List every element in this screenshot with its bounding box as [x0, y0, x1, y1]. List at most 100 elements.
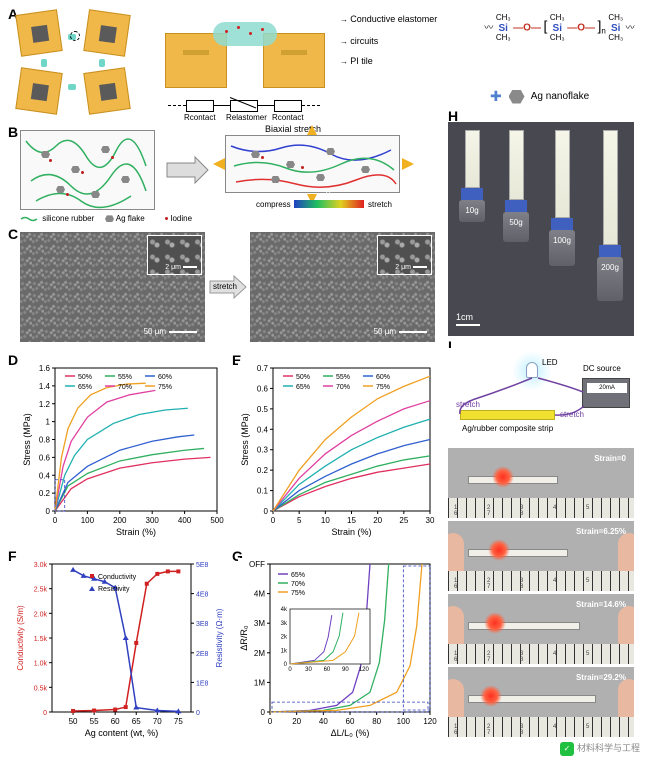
chart-e: 05101520253000.10.20.30.40.50.60.7Strain…: [238, 362, 438, 537]
legend-iodine: Iodine: [165, 214, 192, 223]
svg-text:65%: 65%: [291, 572, 305, 579]
svg-text:2E8: 2E8: [196, 651, 209, 658]
photo-strain-3: Strain=29.2% 1 2 3 4 5 6 7 8: [448, 667, 634, 737]
svg-text:ΔR/R₀: ΔR/R₀: [239, 625, 249, 651]
label-b: B: [8, 124, 18, 140]
svg-text:3E8: 3E8: [196, 621, 209, 628]
svg-text:30: 30: [426, 516, 435, 525]
svg-text:0: 0: [261, 708, 266, 717]
panel-b-box-left: [20, 130, 155, 210]
svg-text:100: 100: [397, 717, 411, 726]
svg-text:1: 1: [46, 418, 51, 427]
hex-icon: [509, 90, 525, 104]
arrow-left-icon: [213, 158, 225, 170]
colorbar-right: stretch: [368, 200, 392, 209]
svg-text:0: 0: [43, 710, 47, 717]
svg-text:90: 90: [342, 667, 349, 673]
svg-text:40: 40: [319, 717, 328, 726]
svg-text:1.4: 1.4: [39, 382, 51, 391]
svg-text:Ag content (wt, %): Ag content (wt, %): [85, 728, 159, 738]
zoom-label-1: → Conductive elastomer: [340, 14, 437, 24]
svg-text:75%: 75%: [291, 590, 305, 597]
svg-text:70%: 70%: [291, 581, 305, 588]
svg-text:50%: 50%: [78, 374, 92, 381]
svg-text:0.8: 0.8: [39, 436, 51, 445]
svg-text:1E8: 1E8: [196, 680, 209, 687]
svg-text:0: 0: [268, 717, 273, 726]
svg-text:30: 30: [305, 667, 312, 673]
svg-text:Stress (MPa): Stress (MPa): [240, 413, 250, 466]
svg-text:75%: 75%: [376, 384, 390, 391]
label-c: C: [8, 226, 18, 242]
svg-text:300: 300: [146, 516, 160, 525]
svg-text:Strain (%): Strain (%): [331, 527, 371, 537]
panel-b-box-right: [225, 135, 400, 193]
svg-text:0: 0: [271, 516, 276, 525]
stretch-arrow-icon: stretch: [208, 275, 248, 299]
svg-text:0: 0: [288, 667, 292, 673]
svg-text:2.5k: 2.5k: [34, 587, 48, 594]
svg-text:OFF: OFF: [249, 560, 265, 569]
sample-10g: 10g: [456, 130, 488, 222]
svg-text:4k: 4k: [281, 607, 288, 613]
svg-text:0: 0: [46, 507, 51, 516]
svg-text:70%: 70%: [118, 384, 132, 391]
svg-text:0: 0: [264, 507, 269, 516]
svg-text:80: 80: [372, 717, 381, 726]
svg-text:0: 0: [53, 516, 58, 525]
svg-text:2M: 2M: [254, 649, 265, 658]
svg-text:0.6: 0.6: [39, 453, 51, 462]
svg-text:20: 20: [292, 717, 301, 726]
svg-text:60: 60: [324, 667, 331, 673]
svg-text:2.0k: 2.0k: [34, 611, 48, 618]
arrow-right-icon: [402, 158, 414, 170]
svg-text:5: 5: [297, 516, 302, 525]
biaxial-arrow-icon: [165, 155, 210, 185]
svg-text:0: 0: [196, 710, 200, 717]
svg-text:0.5: 0.5: [257, 405, 269, 414]
panel-i-circuit: LED DC source 20mA stretch stretch Ag/ru…: [448, 348, 634, 440]
zoom-label-2: → circuits: [340, 36, 378, 46]
svg-text:3.0k: 3.0k: [34, 562, 48, 569]
photo-strain-0: Strain=0 1 2 3 4 5 6 7 8: [448, 448, 634, 518]
svg-text:10: 10: [321, 516, 330, 525]
svg-text:1.0k: 1.0k: [34, 661, 48, 668]
svg-text:60: 60: [111, 717, 120, 726]
svg-text:0.4: 0.4: [39, 471, 51, 480]
svg-text:55: 55: [90, 717, 99, 726]
sample-200g: 200g: [594, 130, 626, 301]
svg-text:Resistivity (Ω·m): Resistivity (Ω·m): [215, 608, 224, 667]
svg-text:65%: 65%: [296, 384, 310, 391]
svg-text:1k: 1k: [281, 648, 288, 654]
svg-text:400: 400: [178, 516, 192, 525]
svg-text:120: 120: [359, 667, 370, 673]
svg-text:1M: 1M: [254, 678, 265, 687]
svg-text:65%: 65%: [78, 384, 92, 391]
watermark: ✓材料科学与工程: [560, 741, 640, 756]
photo-strain-1: Strain=6.25% 1 2 3 4 5 6 7 8: [448, 521, 634, 591]
legend-rubber: silicone rubber: [20, 214, 94, 223]
colorbar-left: compress: [256, 200, 291, 209]
svg-text:1.6: 1.6: [39, 364, 51, 373]
svg-text:3M: 3M: [254, 619, 265, 628]
svg-text:Strain (%): Strain (%): [116, 527, 156, 537]
svg-text:2k: 2k: [281, 635, 288, 641]
svg-text:100: 100: [81, 516, 95, 525]
colorbar: [294, 200, 364, 208]
figure: A B C D E F G H I → Conductive elastomer…: [0, 0, 646, 762]
svg-text:50: 50: [69, 717, 78, 726]
svg-text:0.4: 0.4: [257, 425, 269, 434]
sem-left: 2 μm 50 μm: [20, 232, 205, 342]
svg-text:5E8: 5E8: [196, 562, 209, 569]
svg-text:0.7: 0.7: [257, 364, 269, 373]
svg-text:0.2: 0.2: [257, 466, 269, 475]
svg-text:1.2: 1.2: [39, 400, 51, 409]
label-d: D: [8, 352, 18, 368]
panel-a-zoom: [165, 8, 325, 88]
svg-text:60%: 60%: [376, 374, 390, 381]
svg-text:70%: 70%: [336, 384, 350, 391]
svg-text:0: 0: [284, 662, 288, 668]
panel-i-photos: Strain=0 1 2 3 4 5 6 7 8 Strain=6.25% 1 …: [448, 448, 634, 738]
svg-text:75%: 75%: [158, 384, 172, 391]
chart-d: 010020030040050000.20.40.60.811.21.41.6S…: [20, 362, 225, 537]
